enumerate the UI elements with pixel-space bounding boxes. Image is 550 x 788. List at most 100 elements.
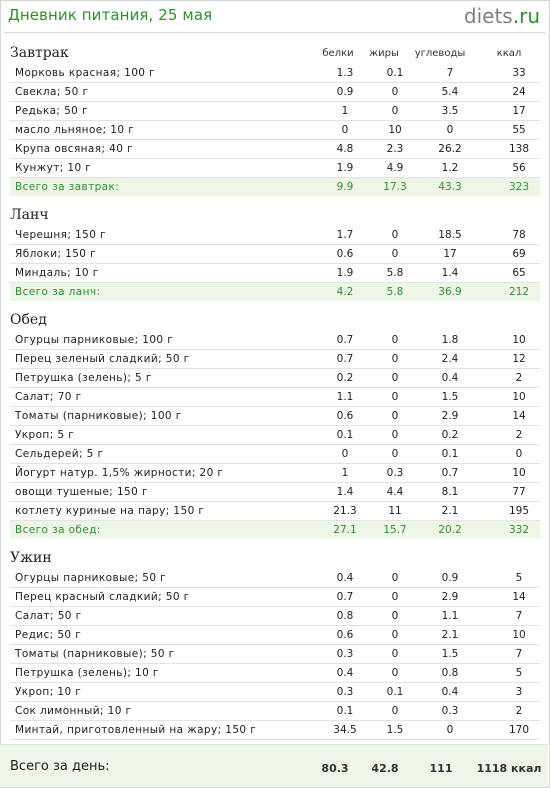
meal-total-fat: 17.3 (383, 181, 407, 193)
meal-header: Ланч (0, 206, 550, 226)
food-carbs: 8.1 (441, 486, 459, 498)
food-fat: 0 (391, 105, 399, 117)
food-row: Черешня; 150 г 1.7 0 18.5 78 (10, 226, 540, 245)
food-name: Кунжут; 10 г (15, 162, 92, 174)
food-protein: 0.3 (336, 686, 354, 698)
food-kcal: 2 (515, 372, 523, 384)
meal-total-kcal: 332 (508, 524, 530, 536)
food-fat: 0 (391, 334, 399, 346)
food-row: Петрушка (зелень); 5 г 0.2 0 0.4 2 (10, 369, 540, 388)
food-name: Свекла; 50 г (15, 86, 89, 98)
food-carbs: 2.9 (441, 410, 459, 422)
food-fat: 0 (391, 667, 399, 679)
food-name: Огурцы парниковые; 50 г (15, 572, 167, 584)
food-fat: 0 (391, 572, 399, 584)
food-protein: 0.2 (336, 372, 354, 384)
food-protein: 0 (341, 448, 349, 460)
food-carbs: 1.4 (441, 267, 459, 279)
food-kcal: 195 (508, 505, 530, 517)
food-kcal: 17 (512, 105, 526, 117)
food-kcal: 65 (512, 267, 526, 279)
food-carbs: 17 (443, 248, 457, 260)
meal-total-protein: 27.1 (333, 524, 357, 536)
meal-header: Обед (0, 311, 550, 331)
food-kcal: 10 (512, 629, 526, 641)
food-row: Укроп; 10 г 0.3 0.1 0.4 3 (10, 683, 540, 702)
food-name: Редька; 50 г (15, 105, 88, 117)
food-name: Петрушка (зелень); 5 г (15, 372, 152, 384)
food-name: Крупа овсяная; 40 г (15, 143, 133, 155)
food-protein: 34.5 (333, 724, 357, 736)
meal-header: Завтрак белки жиры углеводы ккал (0, 44, 550, 64)
food-kcal: 77 (512, 486, 526, 498)
day-total-label: Всего за день: (10, 759, 110, 774)
food-fat: 0 (391, 610, 399, 622)
food-row: Морковь красная; 100 г 1.3 0.1 7 33 (10, 64, 540, 83)
food-fat: 2.3 (386, 143, 404, 155)
food-row: Миндаль; 10 г 1.9 5.8 1.4 65 (10, 264, 540, 283)
food-row: Томаты (парниковые); 100 г 0.6 0 2.9 14 (10, 407, 540, 426)
food-carbs: 2.1 (441, 629, 459, 641)
day-total-protein: 80.3 (321, 762, 349, 775)
food-protein: 0.3 (336, 648, 354, 660)
food-name: овощи тушеные; 150 г (15, 486, 148, 498)
meal-section: Ланч Черешня; 150 г 1.7 0 18.5 78 Яблоки; 150 … (0, 206, 550, 311)
section-gap (0, 539, 550, 549)
food-fat: 0 (391, 353, 399, 365)
food-name: Яблоки; 150 г (15, 248, 97, 260)
food-carbs: 18.5 (438, 229, 462, 241)
food-protein: 1 (341, 467, 349, 479)
food-row: Сельдерей; 5 г 0 0 0.1 0 (10, 445, 540, 464)
food-name: Томаты (парниковые); 50 г (15, 648, 175, 660)
day-total-kcal: 1118 ккал (476, 762, 542, 775)
food-row: Йогурт натур. 1,5% жирности; 20 г 1 0.3 0.7… (10, 464, 540, 483)
food-protein: 0.4 (336, 572, 354, 584)
page-header: Дневник питания, 25 мая diets.ru (0, 0, 550, 33)
meal-title: Ужин (10, 550, 52, 566)
meal-total-label: Всего за ланч: (15, 286, 101, 298)
food-row: Огурцы парниковые; 100 г 0.7 0 1.8 10 (10, 331, 540, 350)
food-row: Томаты (парниковые); 50 г 0.3 0 1.5 7 (10, 645, 540, 664)
food-protein: 1.1 (336, 391, 354, 403)
food-fat: 0 (391, 391, 399, 403)
food-fat: 0 (391, 410, 399, 422)
meal-total-carbs: 36.9 (438, 286, 462, 298)
food-fat: 11 (388, 505, 402, 517)
food-protein: 0.6 (336, 629, 354, 641)
food-carbs: 3.5 (441, 105, 459, 117)
food-name: Перец зеленый сладкий; 50 г (15, 353, 190, 365)
food-carbs: 0.8 (441, 667, 459, 679)
food-name: Салат; 70 г (15, 391, 82, 403)
food-kcal: 3 (515, 686, 523, 698)
food-carbs: 2.1 (441, 505, 459, 517)
food-carbs: 2.4 (441, 353, 459, 365)
meal-total-carbs: 20.2 (438, 524, 462, 536)
food-name: Морковь красная; 100 г (15, 67, 156, 79)
food-name: Сок лимонный; 10 г (15, 705, 132, 717)
food-carbs: 0.9 (441, 572, 459, 584)
food-kcal: 5 (515, 667, 523, 679)
meal-total-fat: 5.8 (386, 286, 404, 298)
food-kcal: 55 (512, 124, 526, 136)
food-carbs: 1.2 (441, 162, 459, 174)
food-fat: 5.8 (386, 267, 404, 279)
food-row: Петрушка (зелень); 10 г 0.4 0 0.8 5 (10, 664, 540, 683)
meal-total-kcal: 323 (508, 181, 530, 193)
food-protein: 0.7 (336, 591, 354, 603)
food-carbs: 0 (446, 724, 454, 736)
food-kcal: 2 (515, 705, 523, 717)
food-name: Сельдерей; 5 г (15, 448, 104, 460)
food-protein: 0.4 (336, 667, 354, 679)
food-name: Томаты (парниковые); 100 г (15, 410, 182, 422)
food-carbs: 1.1 (441, 610, 459, 622)
site-logo[interactable]: diets.ru (464, 4, 540, 28)
food-row: Салат; 50 г 0.8 0 1.1 7 (10, 607, 540, 626)
food-carbs: 5.4 (441, 86, 459, 98)
food-kcal: 14 (512, 591, 526, 603)
section-gap (0, 196, 550, 206)
food-row: Салат; 70 г 1.1 0 1.5 10 (10, 388, 540, 407)
meal-title: Обед (10, 312, 47, 328)
food-row: Минтай, приготовленный на жару; 150 г 34.… (10, 721, 540, 740)
food-fat: 0 (391, 705, 399, 717)
food-protein: 0.6 (336, 248, 354, 260)
